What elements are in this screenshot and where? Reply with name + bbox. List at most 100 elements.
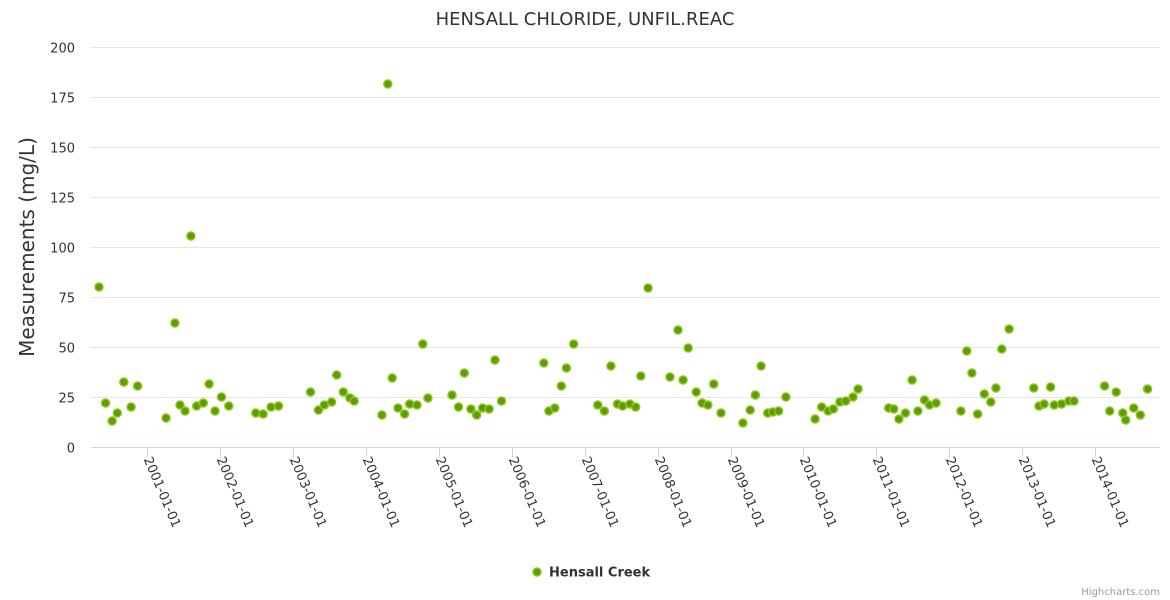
data-point[interactable] — [94, 282, 104, 292]
data-point[interactable] — [383, 79, 393, 89]
data-point[interactable] — [490, 355, 500, 365]
data-point[interactable] — [781, 392, 791, 402]
data-point[interactable] — [1029, 383, 1039, 393]
data-point[interactable] — [204, 379, 214, 389]
data-point[interactable] — [599, 406, 610, 416]
data-point[interactable] — [997, 344, 1007, 354]
data-point[interactable] — [418, 339, 428, 349]
data-point[interactable] — [1039, 399, 1049, 409]
data-point[interactable] — [1069, 396, 1079, 406]
data-point[interactable] — [889, 404, 899, 414]
data-point[interactable] — [756, 361, 766, 371]
data-point[interactable] — [100, 398, 111, 408]
data-point[interactable] — [716, 408, 726, 418]
data-point[interactable] — [991, 383, 1001, 393]
data-point[interactable] — [313, 405, 324, 415]
data-point[interactable] — [326, 397, 337, 407]
y-tick-label: 100 — [50, 242, 75, 257]
data-point[interactable] — [496, 396, 507, 406]
data-point[interactable] — [1004, 324, 1014, 334]
data-point[interactable] — [678, 375, 688, 385]
data-point[interactable] — [956, 406, 966, 416]
data-point[interactable] — [853, 384, 863, 394]
data-point[interactable] — [556, 381, 567, 391]
data-point[interactable] — [703, 400, 713, 410]
data-point[interactable] — [840, 396, 851, 406]
data-point[interactable] — [338, 387, 349, 397]
data-point[interactable] — [161, 413, 171, 423]
data-point[interactable] — [773, 406, 784, 416]
data-point[interactable] — [412, 400, 422, 410]
data-point[interactable] — [691, 387, 701, 397]
data-point[interactable] — [636, 371, 646, 381]
legend-item-hensall-creek[interactable]: Hensall Creek — [532, 566, 650, 581]
data-point[interactable] — [393, 403, 403, 413]
data-point[interactable] — [258, 409, 268, 419]
data-point[interactable] — [1142, 384, 1153, 394]
data-point[interactable] — [273, 401, 284, 411]
data-point[interactable] — [972, 409, 983, 419]
data-point[interactable] — [466, 404, 476, 414]
data-point[interactable] — [828, 404, 839, 414]
data-point[interactable] — [931, 398, 941, 408]
data-point[interactable] — [907, 375, 917, 385]
data-point[interactable] — [210, 406, 220, 416]
data-point[interactable] — [447, 390, 457, 400]
data-point[interactable] — [810, 414, 820, 424]
data-point[interactable] — [484, 404, 494, 414]
data-point[interactable] — [471, 410, 482, 420]
data-point[interactable] — [224, 401, 234, 411]
data-point[interactable] — [132, 381, 143, 391]
data-point[interactable] — [967, 368, 977, 378]
data-point[interactable] — [913, 406, 923, 416]
data-point[interactable] — [683, 343, 693, 353]
data-point[interactable] — [1111, 387, 1121, 397]
data-point[interactable] — [305, 387, 316, 397]
data-point[interactable] — [216, 392, 227, 402]
data-point[interactable] — [900, 408, 911, 418]
data-point[interactable] — [1128, 403, 1139, 413]
data-point[interactable] — [593, 400, 603, 410]
data-point[interactable] — [349, 396, 359, 406]
data-point[interactable] — [387, 373, 397, 383]
data-point[interactable] — [665, 372, 675, 382]
data-point[interactable] — [986, 397, 996, 407]
data-point[interactable] — [377, 410, 387, 420]
data-point[interactable] — [848, 392, 858, 402]
data-point[interactable] — [750, 390, 761, 400]
data-point[interactable] — [1135, 410, 1146, 420]
data-point[interactable] — [1104, 406, 1115, 416]
data-point[interactable] — [568, 339, 579, 349]
data-point[interactable] — [459, 368, 470, 378]
data-point[interactable] — [979, 389, 990, 399]
data-point[interactable] — [126, 402, 136, 412]
data-point[interactable] — [1099, 381, 1110, 391]
data-point[interactable] — [119, 377, 129, 387]
data-point[interactable] — [1045, 382, 1056, 392]
data-point[interactable] — [399, 409, 410, 419]
data-point[interactable] — [186, 231, 196, 241]
data-point[interactable] — [539, 358, 549, 368]
data-point[interactable] — [962, 346, 972, 356]
data-point[interactable] — [894, 414, 904, 424]
data-point[interactable] — [745, 405, 755, 415]
data-point[interactable] — [170, 318, 180, 328]
data-point[interactable] — [630, 402, 641, 412]
data-point[interactable] — [198, 398, 209, 408]
data-point[interactable] — [112, 408, 123, 418]
data-point[interactable] — [643, 283, 653, 293]
data-point[interactable] — [673, 325, 683, 335]
data-point[interactable] — [606, 361, 616, 371]
data-point[interactable] — [561, 363, 572, 373]
data-point[interactable] — [550, 403, 560, 413]
data-point[interactable] — [180, 406, 190, 416]
data-point[interactable] — [107, 416, 117, 426]
credits-link[interactable]: Highcharts.com — [1081, 587, 1160, 598]
data-point[interactable] — [738, 418, 748, 428]
data-point[interactable] — [423, 393, 433, 403]
data-point[interactable] — [1120, 415, 1131, 425]
data-point[interactable] — [453, 402, 464, 412]
data-point[interactable] — [708, 379, 719, 389]
data-point[interactable] — [175, 400, 185, 410]
data-point[interactable] — [331, 370, 342, 380]
